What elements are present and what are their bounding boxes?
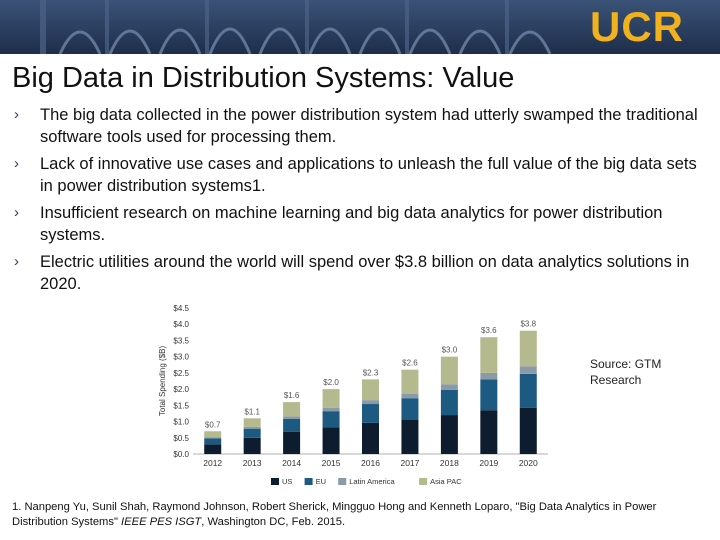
bar-segment-us [401, 419, 419, 454]
bar-segment-asia-pac [401, 369, 419, 394]
x-tick-label: 2017 [400, 458, 419, 468]
legend-entry: Latin America [349, 477, 395, 486]
bar-segment-latin-america [362, 400, 379, 405]
bar-segment-us [322, 427, 340, 454]
slide-title: Big Data in Distribution Systems: Value [12, 62, 515, 94]
bullet-text: Insufficient research on machine learnin… [40, 204, 663, 244]
bar-segment-eu [401, 398, 419, 420]
bullet-text: The big data collected in the power dist… [40, 106, 698, 146]
legend-entry: US [282, 477, 292, 486]
bar-total-label: $1.1 [244, 407, 260, 416]
bar-segment-asia-pac [243, 418, 261, 427]
x-tick-label: 2018 [440, 458, 459, 468]
bar-segment-eu [440, 389, 458, 416]
bar-segment-asia-pac [362, 379, 379, 401]
bar-segment-latin-america [401, 393, 419, 399]
bullet-list: › The big data collected in the power dis… [12, 104, 702, 300]
bullet-text: Electric utilities around the world will… [40, 253, 690, 293]
bar-segment-asia-pac [519, 330, 537, 367]
bullet-item: › Lack of innovative use cases and applic… [12, 153, 702, 197]
bar-total-label: $1.6 [284, 391, 300, 400]
legend-swatch [338, 478, 347, 485]
bar-segment-us [519, 407, 537, 454]
y-tick-label: $0.0 [173, 450, 189, 459]
x-tick-label: 2019 [479, 458, 498, 468]
bullet-item: › Electric utilities around the world wil… [12, 251, 702, 295]
x-tick-label: 2013 [243, 458, 262, 468]
y-tick-label: $3.0 [173, 353, 189, 362]
bar-total-label: $0.7 [205, 420, 221, 429]
y-tick-label: $4.0 [173, 320, 189, 329]
bar-segment-latin-america [204, 437, 222, 439]
bar-segment-us [283, 431, 301, 454]
campus-arches-photo [0, 0, 720, 54]
chevron-right-icon: › [14, 155, 19, 172]
y-tick-label: $2.0 [173, 385, 189, 394]
y-tick-label: $2.5 [173, 369, 189, 378]
footnote-text: 1. Nanpeng Yu, Sunil Shah, Raymond Johns… [12, 501, 657, 528]
bar-segment-us [204, 444, 222, 454]
bar-segment-eu [243, 428, 261, 438]
chevron-right-icon: › [14, 253, 19, 270]
legend-entry: EU [316, 477, 326, 486]
legend-swatch [304, 478, 313, 485]
footnote: 1. Nanpeng Yu, Sunil Shah, Raymond Johns… [12, 500, 712, 530]
bar-segment-latin-america [283, 416, 301, 419]
bullet-item: › Insufficient research on machine learni… [12, 202, 702, 246]
bar-total-label: $3.8 [520, 320, 536, 329]
bar-total-label: $3.6 [481, 326, 497, 335]
bar-segment-asia-pac [322, 389, 340, 408]
x-tick-label: 2016 [361, 458, 380, 468]
bar-segment-latin-america [480, 372, 498, 380]
spending-chart: Total Spending ($B) $0.0 $0.5 $1.0 $1.5 $2.0 $… [153, 300, 563, 497]
footnote-end: , Washington DC, Feb. 2015. [201, 516, 346, 528]
y-tick-label: $0.5 [173, 434, 189, 443]
chevron-right-icon: › [14, 106, 19, 123]
x-tick-label: 2012 [203, 458, 222, 468]
bar-segment-us [243, 437, 261, 454]
bar-segment-us [480, 410, 498, 454]
bar-segment-asia-pac [480, 337, 498, 373]
bar-segment-asia-pac [283, 402, 301, 417]
bar-segment-latin-america [322, 407, 340, 412]
legend-entry: Asia PAC [430, 477, 462, 486]
header-banner: UCR [0, 0, 720, 54]
bullet-item: › The big data collected in the power dis… [12, 104, 702, 148]
x-tick-label: 2020 [519, 458, 538, 468]
bar-segment-eu [322, 411, 340, 428]
bar-segment-us [440, 415, 458, 454]
legend-swatch [271, 478, 279, 485]
legend-swatch [419, 478, 428, 485]
bar-segment-us [362, 422, 379, 454]
y-tick-label: $4.5 [173, 304, 189, 313]
y-tick-label: $1.5 [173, 401, 189, 410]
y-axis-label: Total Spending ($B) [158, 346, 167, 417]
bar-segment-latin-america [519, 366, 537, 374]
bar-total-label: $2.0 [323, 378, 339, 387]
bar-segment-eu [362, 404, 379, 423]
y-tick-label: $3.5 [173, 336, 189, 345]
x-tick-label: 2015 [322, 458, 341, 468]
footnote-venue: IEEE PES ISGT [121, 516, 202, 528]
bar-total-label: $3.0 [442, 346, 458, 355]
bar-segment-latin-america [440, 384, 458, 390]
bar-total-label: $2.6 [402, 359, 418, 368]
bullet-text: Lack of innovative use cases and applica… [40, 155, 697, 195]
bar-segment-latin-america [243, 426, 261, 429]
chevron-right-icon: › [14, 204, 19, 221]
x-tick-label: 2014 [282, 458, 301, 468]
bar-segment-eu [480, 379, 498, 411]
bar-segment-asia-pac [204, 431, 222, 438]
bar-segment-eu [519, 373, 537, 408]
bar-segment-eu [283, 418, 301, 432]
bar-segment-asia-pac [440, 356, 458, 385]
ucr-logo: UCR [590, 3, 684, 50]
y-tick-label: $1.0 [173, 418, 189, 427]
stacked-bar-chart: Total Spending ($B) $0.0 $0.5 $1.0 $1.5 $2.0 $… [158, 304, 548, 486]
source-note: Source: GTM Research [590, 357, 662, 387]
bar-segment-eu [204, 438, 222, 445]
bar-total-label: $2.3 [363, 368, 379, 377]
